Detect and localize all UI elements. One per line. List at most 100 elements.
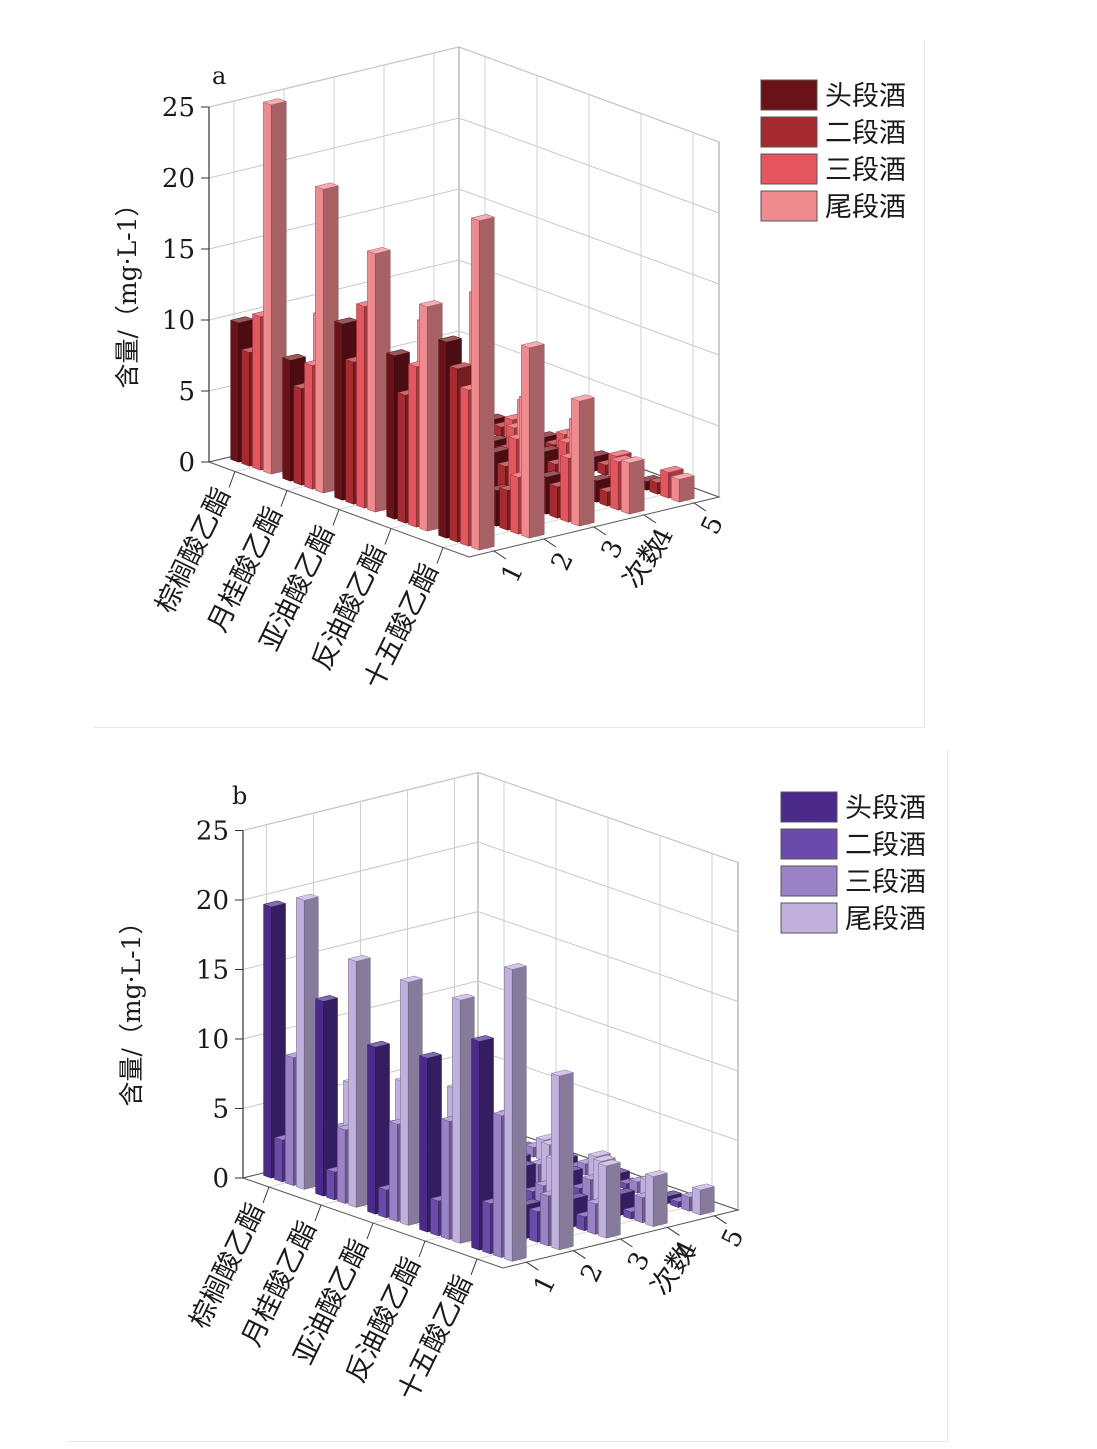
- charta-legend-swatch: [760, 153, 818, 185]
- chartb-hgrid-line: [242, 910, 739, 1002]
- chartb-z-tick-label: 5: [212, 1095, 229, 1125]
- charta-bar-front: [252, 313, 261, 471]
- chartb-bar: [262, 900, 287, 1179]
- chartb-bar-side: [605, 1162, 621, 1239]
- chartb-z-tick-label: 15: [196, 956, 229, 986]
- chart-panel-a: 0 5 10 15 20 25 含量/（mg·L-1） a 棕榈酸乙酯 月桂酸乙酯 亚油酸乙酯 反油酸…: [94, 40, 925, 728]
- charta-legend-label: 尾段酒: [825, 192, 906, 223]
- chartb-bar-side: [323, 997, 338, 1197]
- chartb-z-tick-label: 10: [196, 1025, 229, 1055]
- charta-ylabel: 含量/（mg·L-1）: [113, 191, 142, 388]
- charta-bar-side: [628, 459, 645, 515]
- charta-bar-top: [262, 98, 288, 106]
- chartb-bar-front: [482, 1200, 491, 1255]
- chartb-cat-tick: [314, 1204, 322, 1222]
- chartb-cat-tick: [418, 1240, 426, 1258]
- charta-cat-tick: [332, 509, 340, 526]
- chartb-panel-label: b: [232, 782, 247, 810]
- charta-cat-tick: [384, 528, 392, 545]
- charta-bar-front: [510, 474, 519, 535]
- charta-bar-front: [621, 459, 630, 515]
- charta-z-tick-label: 0: [178, 448, 195, 478]
- chartb-depth-tick-label: 3: [622, 1247, 656, 1275]
- chartb-bar: [451, 993, 476, 1244]
- chartb-bar-top: [314, 995, 339, 1002]
- chartb-bar-front: [634, 1194, 643, 1224]
- charta-cat-tick: [280, 490, 288, 507]
- chartb-depth-tick: [667, 1226, 680, 1236]
- chartb-bar: [295, 893, 320, 1190]
- charta-depth-tick: [493, 550, 507, 560]
- charta-bar-front: [419, 303, 428, 532]
- chartb-ylabel: 含量/（mg·L-1）: [117, 909, 146, 1106]
- charta-bar-front: [315, 186, 324, 494]
- charta-bar-front: [386, 352, 395, 520]
- chartb-bar-top: [592, 1154, 617, 1162]
- chartb-bar-front: [540, 1192, 549, 1247]
- chartb-bar-front: [263, 903, 272, 1179]
- charta-hgrid-line: [208, 46, 720, 143]
- chartb-bar-front: [598, 1162, 607, 1239]
- chartb-legend-swatch: [780, 828, 838, 860]
- chartb-cat-tick: [470, 1258, 478, 1276]
- charta-bar-top: [385, 349, 411, 357]
- chartb-bar-front: [419, 1055, 428, 1233]
- chartb-bar-front: [326, 1169, 335, 1201]
- chartb-bar-top: [399, 975, 424, 983]
- charta-hgrid-line: [208, 117, 720, 214]
- charta-bar-front: [241, 349, 250, 467]
- chartb-bar: [597, 1159, 622, 1239]
- charta-bar: [570, 394, 596, 527]
- charta-bar-top: [670, 472, 696, 480]
- charta-bar-side: [578, 397, 595, 527]
- charta-bar-front: [230, 319, 239, 463]
- chartb-plot: 0510152025含量/（mg·L-1）b棕榈酸乙酯月桂酸乙酯亚油酸乙酯反油酸…: [117, 771, 750, 1405]
- charta-cat-tick: [228, 471, 236, 488]
- chartb-bar-front: [389, 1121, 398, 1222]
- charta-bar-side: [528, 343, 545, 539]
- charta-bar-front: [671, 476, 680, 503]
- charta-bar-top: [620, 456, 646, 464]
- charta-bar-top: [520, 341, 546, 349]
- chartb-bar-front: [692, 1186, 701, 1216]
- chartb-cat-tick: [366, 1222, 374, 1240]
- chartb-bar-front: [529, 1208, 538, 1243]
- charta-bar-top: [314, 182, 340, 190]
- chartb-bar-front: [504, 966, 513, 1262]
- chartb-bar-front: [441, 1118, 450, 1240]
- charta-bar-front: [397, 392, 406, 524]
- charta-depth-tick: [593, 526, 607, 536]
- chartb-bar: [399, 975, 424, 1226]
- charta-hgrid-line: [208, 188, 720, 285]
- chartb-depth-tick-label: 2: [575, 1259, 609, 1287]
- chart-a-svg: 0510152025含量/（mg·L-1）a棕榈酸乙酯月桂酸乙酯亚油酸乙酯反油酸…: [113, 46, 906, 694]
- charta-bar-front: [293, 385, 302, 486]
- charta-bar-top: [470, 214, 496, 221]
- charta-legend-label: 三段酒: [825, 155, 906, 186]
- charta-bar-top: [659, 465, 685, 473]
- charta-legend-swatch: [760, 116, 818, 148]
- chartb-bar-top: [597, 1159, 622, 1167]
- chartb-bar-front: [367, 1044, 376, 1215]
- chartb-bar-front: [348, 958, 357, 1208]
- chartb-bar-front: [645, 1173, 654, 1227]
- chartb-bar: [314, 995, 339, 1197]
- chartb-hgrid-line: [242, 841, 739, 933]
- chartb-bar-top: [347, 954, 372, 962]
- charta-bar-front: [499, 487, 508, 531]
- chartb-bar-top: [262, 900, 287, 908]
- charta-depth-tick: [643, 514, 657, 524]
- chartb-depth-tick-label: 1: [528, 1271, 562, 1299]
- chartb-bar-side: [652, 1172, 668, 1227]
- chartb-bar-front: [285, 1054, 294, 1186]
- chartb-bar-front: [493, 1112, 502, 1258]
- charta-legend-swatch: [760, 79, 818, 111]
- chartb-bar-top: [366, 1040, 391, 1048]
- charta-bar-top: [437, 335, 463, 343]
- charta-z-tick-label: 25: [162, 93, 195, 123]
- charta-bar-side: [478, 216, 495, 551]
- chartb-legend-label: 三段酒: [845, 867, 926, 898]
- charta-bar-top: [570, 394, 596, 402]
- chartb-bar: [418, 1051, 443, 1233]
- charta-bar-front: [610, 458, 619, 511]
